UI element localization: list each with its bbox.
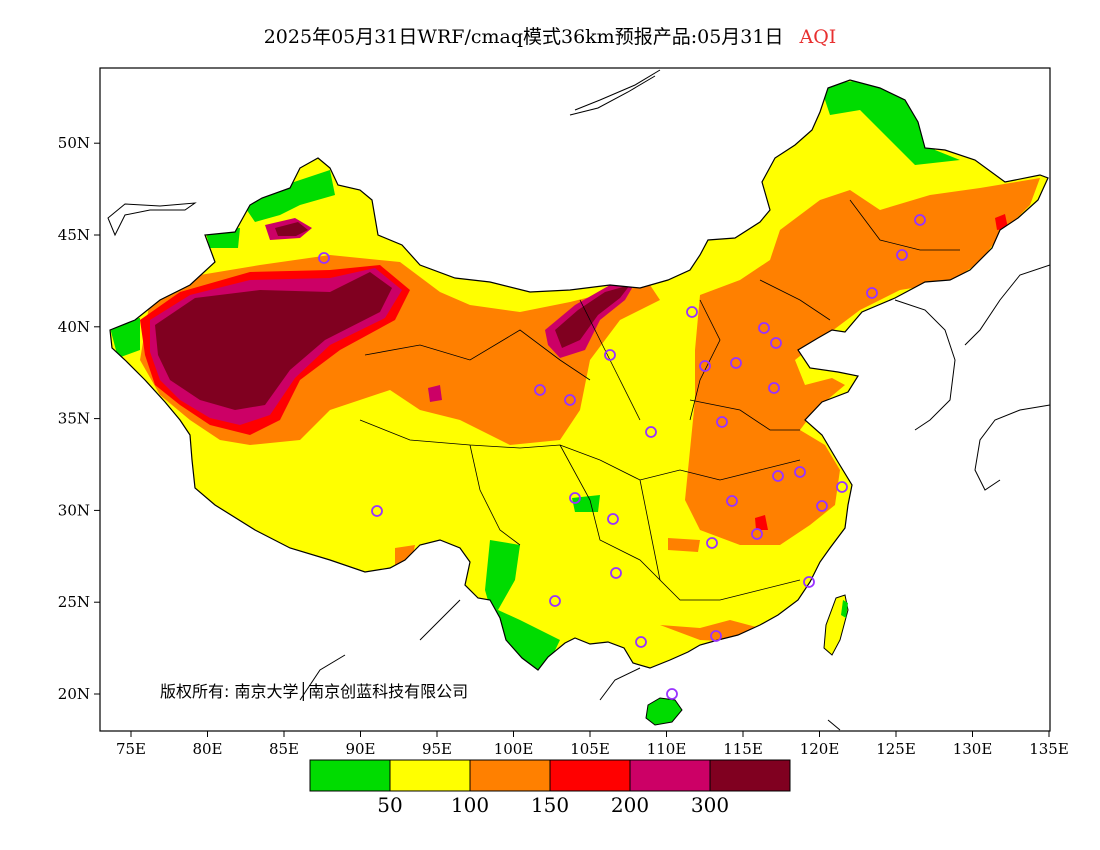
province-lines (359, 199, 960, 601)
legend-label: 300 (691, 793, 729, 817)
title-main: 2025年05月31日WRF/cmaq模式36km预报产品:05月31日 (263, 26, 784, 48)
lon-tick-label: 95E (422, 740, 452, 758)
lon-tick-label: 120E (800, 740, 840, 758)
china-border (109, 79, 1049, 671)
lon-tick-label: 85E (269, 740, 299, 758)
legend-label: 200 (611, 793, 649, 817)
legend-label: 150 (531, 793, 569, 817)
lat-tick-label: 50N (58, 134, 90, 152)
lon-tick-label: 125E (876, 740, 916, 758)
lat-tick-label: 20N (58, 685, 90, 703)
legend-swatch (629, 759, 711, 792)
latitude-axis: 20N 25N 30N 35N 40N 45N 50N (58, 134, 100, 703)
longitude-axis: 75E 80E 85E 90E 95E 100E 105E 110E 115E 120E 125E 1… (116, 731, 1069, 758)
lon-tick-label: 115E (723, 740, 763, 758)
lat-tick-label: 30N (58, 501, 90, 519)
lon-tick-label: 105E (570, 740, 610, 758)
color-legend: 50 100 150 200 300 (309, 759, 791, 817)
lon-tick-label: 80E (192, 740, 222, 758)
station-markers (318, 214, 926, 700)
legend-label: 50 (377, 793, 402, 817)
lon-tick-label: 110E (647, 740, 687, 758)
legend-swatch (709, 759, 791, 792)
legend-swatch (469, 759, 551, 792)
title-variable: AQI (799, 26, 837, 48)
lat-tick-label: 45N (58, 226, 90, 244)
coastlines (107, 69, 1050, 731)
map-title: 2025年05月31日WRF/cmaq模式36km预报产品:05月31日 AQI (0, 22, 1100, 49)
legend-swatch (309, 759, 391, 792)
lon-tick-label: 135E (1029, 740, 1069, 758)
lon-tick-label: 75E (116, 740, 146, 758)
lat-tick-label: 25N (58, 593, 90, 611)
map-frame (99, 67, 1051, 732)
lon-tick-label: 130E (953, 740, 993, 758)
lat-tick-label: 35N (58, 410, 90, 428)
legend-swatch (549, 759, 631, 792)
lon-tick-label: 100E (494, 740, 534, 758)
legend-swatch (389, 759, 471, 792)
lon-tick-label: 90E (345, 740, 375, 758)
lat-tick-label: 40N (58, 318, 90, 336)
copyright-text: 版权所有: 南京大学│南京创蓝科技有限公司 (160, 681, 468, 701)
legend-label: 100 (451, 793, 489, 817)
